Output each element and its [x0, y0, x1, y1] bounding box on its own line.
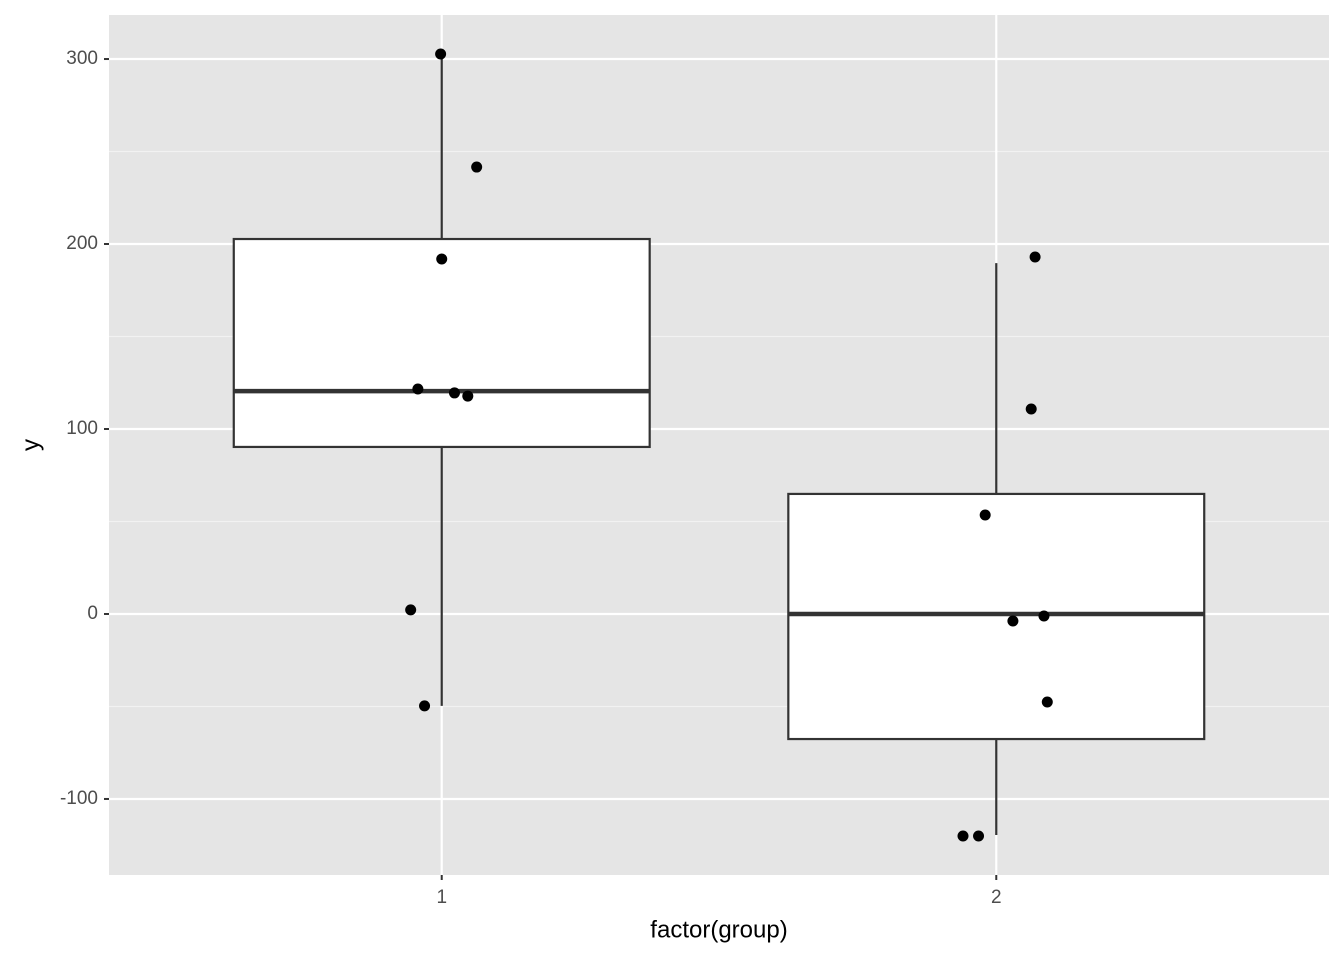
y-tick-label: 200	[66, 233, 98, 254]
data-point	[1038, 610, 1050, 622]
data-point	[973, 830, 985, 842]
data-point	[419, 700, 431, 712]
y-tick-label: 0	[87, 603, 98, 624]
data-point	[1029, 251, 1041, 263]
data-point	[1041, 696, 1053, 708]
data-point	[405, 604, 417, 616]
data-point	[435, 48, 447, 60]
data-point	[448, 387, 460, 399]
y-tick-label: 100	[66, 418, 98, 439]
box	[232, 237, 651, 449]
x-axis-title: factor(group)	[650, 916, 787, 943]
data-point	[471, 161, 483, 173]
data-point	[979, 509, 991, 521]
y-tick-label: -100	[60, 788, 98, 809]
data-point	[957, 830, 969, 842]
y-tick-label: 300	[66, 48, 98, 69]
box	[787, 492, 1206, 741]
x-tick-label: 1	[436, 887, 447, 908]
data-point	[462, 390, 474, 402]
data-point	[436, 253, 448, 265]
data-point	[1007, 615, 1019, 627]
x-tick-label: 2	[991, 887, 1002, 908]
data-point	[1025, 403, 1037, 415]
data-point	[412, 383, 424, 395]
y-axis-title: y	[17, 439, 44, 451]
